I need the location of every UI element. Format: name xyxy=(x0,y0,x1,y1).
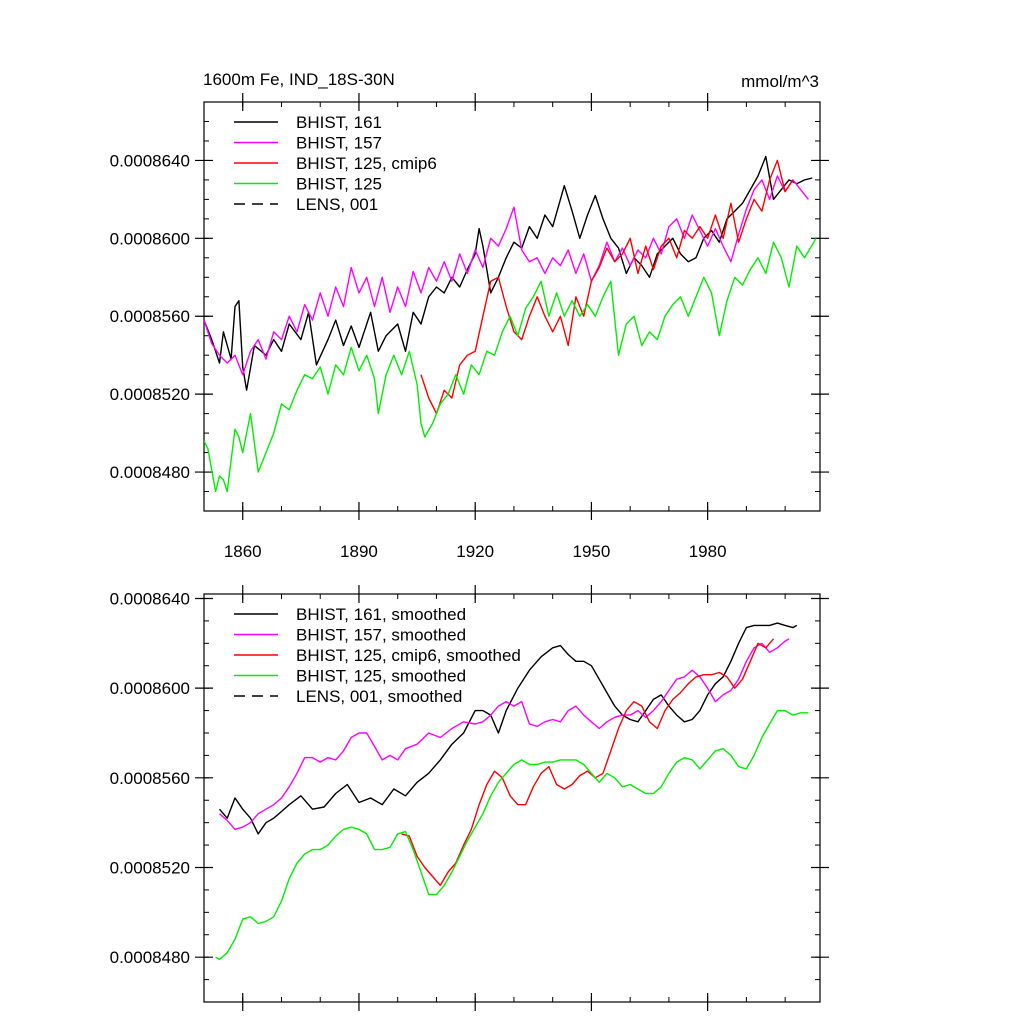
series-line-bhist-161-smoothed xyxy=(218,622,798,835)
x-tick-label: 1920 xyxy=(456,542,494,561)
plot-frame xyxy=(203,593,821,1003)
y-tick-label: 0.0008640 xyxy=(110,151,190,170)
y-tick-label: 0.0008480 xyxy=(110,948,190,967)
legend-label: BHIST, 125, cmip6, smoothed xyxy=(296,646,521,665)
y-tick-label: 0.0008520 xyxy=(110,858,190,877)
y-tick-label: 0.0008520 xyxy=(110,385,190,404)
series-line-bhist-125-cmip6-smoothed xyxy=(401,638,775,887)
legend-label: BHIST, 161, smoothed xyxy=(296,605,466,624)
bottom-panel: 0.0008480 0.0008520 0.0008560 0.0008600 0.00… xyxy=(110,585,829,1011)
legend-label: LENS, 001, smoothed xyxy=(296,687,462,706)
x-tick-label: 1890 xyxy=(340,542,378,561)
x-tick-label: 1980 xyxy=(689,542,727,561)
legend-label: LENS, 001 xyxy=(296,195,378,214)
series-line-bhist-125 xyxy=(204,237,817,493)
x-tick-label: 1950 xyxy=(573,542,611,561)
plot-frame xyxy=(203,101,821,512)
series-line-bhist-157 xyxy=(204,175,809,376)
y-tick-label: 0.0008560 xyxy=(110,307,190,326)
legend-label: BHIST, 157, smoothed xyxy=(296,626,466,645)
series-line-bhist-125-smoothed xyxy=(215,709,809,961)
y-tick-label: 0.0008480 xyxy=(110,463,190,482)
x-tick-label: 1860 xyxy=(224,542,262,561)
legend-label: BHIST, 161 xyxy=(296,113,382,132)
series-line-bhist-157-smoothed xyxy=(219,638,790,831)
legend-label: BHIST, 125, smoothed xyxy=(296,667,466,686)
y-tick-label: 0.0008640 xyxy=(110,589,190,608)
y-tick-label: 0.0008560 xyxy=(110,769,190,788)
legend-label: BHIST, 125, cmip6 xyxy=(296,154,437,173)
top-panel: 0.0008480 0.0008520 0.0008560 0.0008600 0.00… xyxy=(110,93,829,561)
series-line-bhist-125-cmip6 xyxy=(420,159,794,415)
y-tick-label: 0.0008600 xyxy=(110,679,190,698)
y-tick-label: 0.0008600 xyxy=(110,229,190,248)
legend-label: BHIST, 157 xyxy=(296,134,382,153)
legend-label: BHIST, 125 xyxy=(296,175,382,194)
chart-title: 1600m Fe, IND_18S-30N xyxy=(203,70,395,89)
chart-units: mmol/m^3 xyxy=(741,72,819,91)
